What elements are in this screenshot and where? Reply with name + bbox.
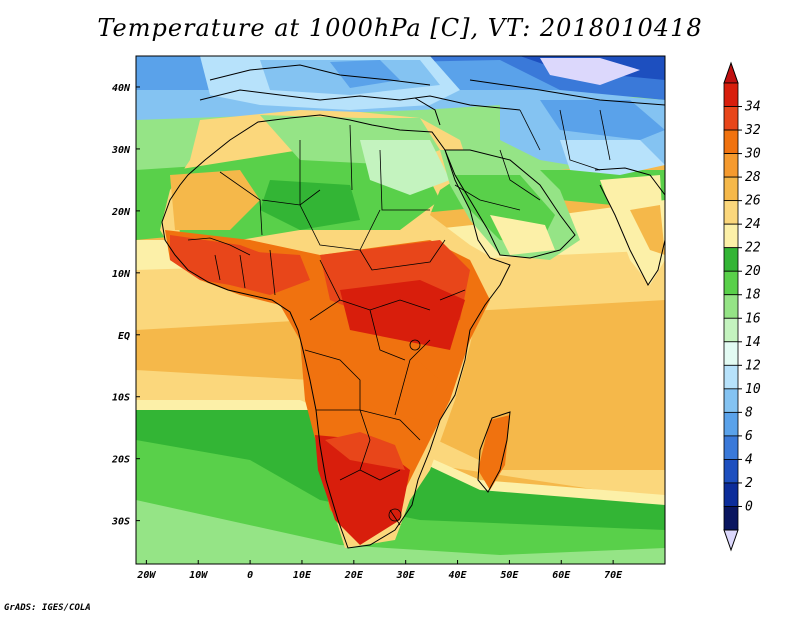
colorbar-label: 14 xyxy=(745,335,761,350)
lon-tick-label: 10E xyxy=(293,570,312,581)
colorbar-label: 16 xyxy=(745,311,761,326)
lon-tick-label: 10W xyxy=(189,570,208,581)
colorbar-swatch xyxy=(723,200,739,225)
colorbar-swatch xyxy=(723,506,739,531)
lon-tick-label: 30E xyxy=(396,570,416,581)
lat-tick-label: 20S xyxy=(111,455,130,466)
lat-tick-label: 30S xyxy=(111,517,130,528)
lat-tick-label: 10S xyxy=(112,393,130,404)
colorbar-label: 18 xyxy=(745,288,761,303)
lon-tick-label: 0 xyxy=(247,570,253,581)
colorbar-label: 4 xyxy=(745,452,753,467)
colorbar-swatch xyxy=(723,341,739,366)
plot-frame xyxy=(135,55,666,565)
colorbar-label: 8 xyxy=(745,405,753,420)
colorbar-swatch xyxy=(723,153,739,178)
colorbar-swatch xyxy=(723,223,739,249)
colorbar-swatch xyxy=(723,388,739,413)
colorbar-swatch xyxy=(723,364,739,390)
lat-tick-label: 40N xyxy=(112,83,131,94)
colorbar-label: 22 xyxy=(745,241,761,256)
colorbar-swatch xyxy=(723,176,739,202)
lon-tick-label: 20E xyxy=(344,570,364,581)
temperature-field xyxy=(136,56,665,564)
colorbar-label: 32 xyxy=(744,123,761,138)
lon-tick-label: 60E xyxy=(552,570,571,581)
lon-tick-label: 40E xyxy=(449,570,468,581)
lon-tick-label: 50E xyxy=(500,570,519,581)
lat-tick-label: 20N xyxy=(111,207,131,218)
colorbar-swatch xyxy=(723,82,739,107)
grads-credit: GrADS: IGES/COLA xyxy=(4,603,91,613)
colorbar-label: 30 xyxy=(744,147,761,162)
colorbar-label: 12 xyxy=(745,358,761,373)
colorbar-label: 2 xyxy=(745,476,753,491)
colorbar-label: 10 xyxy=(745,382,761,397)
latitude-axis: 40N 30N 20N 10N EQ 10S 20S 30S xyxy=(111,83,140,528)
colorbar-label: 24 xyxy=(745,217,761,232)
colorbar-label: 26 xyxy=(745,194,761,209)
colorbar-swatch xyxy=(723,294,739,319)
lon-tick-label: 20W xyxy=(136,570,156,581)
colorbar-label: 20 xyxy=(745,264,761,279)
country-borders xyxy=(187,109,611,526)
colorbar-top-arrow xyxy=(723,61,739,84)
colorbar-bottom-arrow xyxy=(723,529,739,552)
lon-tick-label: 70E xyxy=(604,570,623,581)
colorbar-swatch xyxy=(723,482,739,507)
colorbar-swatch xyxy=(723,247,739,272)
colorbar-label: 34 xyxy=(744,100,761,115)
lat-tick-label: EQ xyxy=(118,331,130,342)
colorbar-swatch xyxy=(723,106,739,131)
colorbar-swatch xyxy=(723,459,739,484)
lat-tick-label: 30N xyxy=(111,145,131,156)
colorbar-swatch xyxy=(723,129,739,154)
map-title: Temperature at 1000hPa [C], VT: 20180104… xyxy=(97,14,703,42)
colorbar-label: 6 xyxy=(745,429,753,444)
colorbar-swatch xyxy=(723,270,739,296)
colorbar-label: 28 xyxy=(745,170,761,185)
colorbar-swatch xyxy=(723,411,739,437)
colorbar-swatch xyxy=(723,435,739,460)
longitude-axis: 20W 10W 0 10E 20E 30E 40E 50E 60E 70E xyxy=(136,560,623,581)
colorbar-swatch xyxy=(723,317,739,343)
coastlines xyxy=(161,64,665,549)
lat-tick-label: 10N xyxy=(112,269,131,280)
colorbar-label: 0 xyxy=(745,499,753,514)
